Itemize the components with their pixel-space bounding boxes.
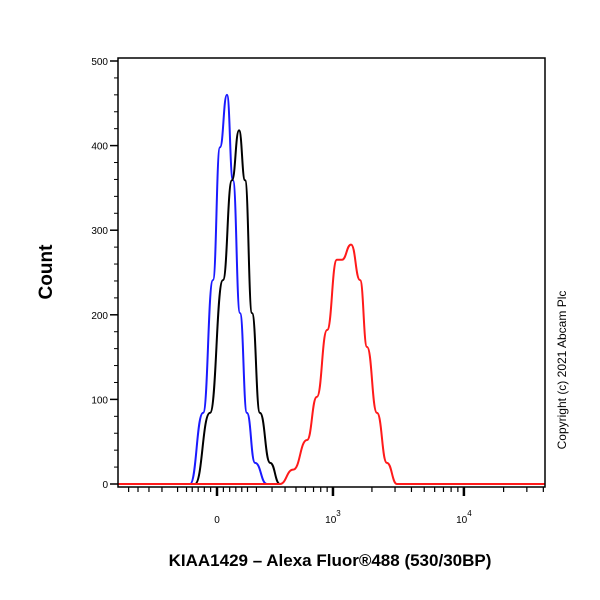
x-tick-label: 0 — [214, 515, 220, 526]
histogram-curves — [118, 93, 545, 486]
x-axis: 0 103 104 — [128, 487, 544, 526]
y-tick-label: 500 — [91, 57, 108, 68]
x-tick-label: 103 — [325, 509, 341, 526]
series-line-2 — [118, 243, 545, 486]
y-tick-label: 200 — [91, 311, 108, 322]
y-tick-label: 300 — [91, 226, 108, 237]
series-line-0 — [189, 93, 268, 485]
y-tick-label: 0 — [102, 480, 108, 491]
y-axis: 0 100 200 300 400 500 — [91, 57, 118, 491]
y-tick-label: 100 — [91, 395, 108, 406]
y-tick-label: 400 — [91, 142, 108, 153]
x-axis-label: KIAA1429 – Alexa Fluor®488 (530/30BP) — [169, 551, 492, 570]
y-axis-label: Count — [36, 244, 57, 300]
series-line-1 — [193, 129, 281, 485]
plot-frame — [117, 57, 546, 488]
copyright-annotation: Copyright (c) 2021 Abcam Plc — [555, 291, 569, 450]
x-tick-label: 104 — [456, 509, 472, 526]
